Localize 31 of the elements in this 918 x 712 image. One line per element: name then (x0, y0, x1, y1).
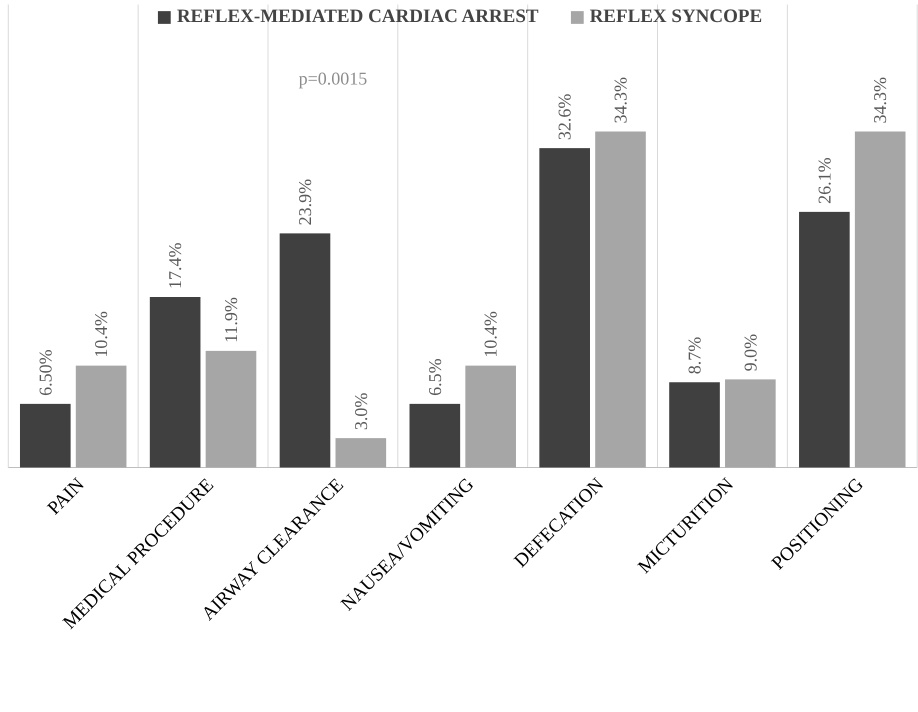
bar (206, 350, 256, 468)
bar (20, 404, 71, 468)
data-label: 11.9% (220, 297, 241, 343)
data-label: 34.3% (610, 77, 631, 124)
data-label: 10.4% (480, 311, 501, 358)
data-label: 6.5% (424, 358, 445, 396)
data-label: 8.7% (684, 336, 705, 374)
data-label: 9.0% (740, 334, 760, 372)
data-label: 17.4% (165, 242, 186, 290)
data-label: 34.3% (870, 77, 890, 124)
legend-label: REFLEX-MEDIATED CARDIAC ARREST (176, 6, 539, 28)
bar (280, 233, 330, 468)
data-label: 3.0% (350, 392, 371, 430)
data-label: 10.4% (91, 311, 112, 358)
bar (76, 366, 126, 468)
legend-label: REFLEX SYNCOPE (590, 6, 762, 28)
bar (150, 297, 200, 468)
bar (465, 366, 516, 468)
bar (669, 382, 720, 468)
data-label: 32.6% (554, 94, 575, 140)
bar (595, 132, 646, 468)
bar (336, 438, 386, 468)
data-label: 23.9% (294, 178, 315, 226)
bar (799, 212, 850, 468)
bar (539, 148, 590, 468)
data-label: 6.50% (35, 349, 56, 396)
data-label: 26.1% (814, 157, 834, 204)
bar (854, 132, 906, 468)
bar (410, 404, 460, 468)
text: p=0.0015 (298, 68, 368, 88)
bar (725, 379, 776, 468)
